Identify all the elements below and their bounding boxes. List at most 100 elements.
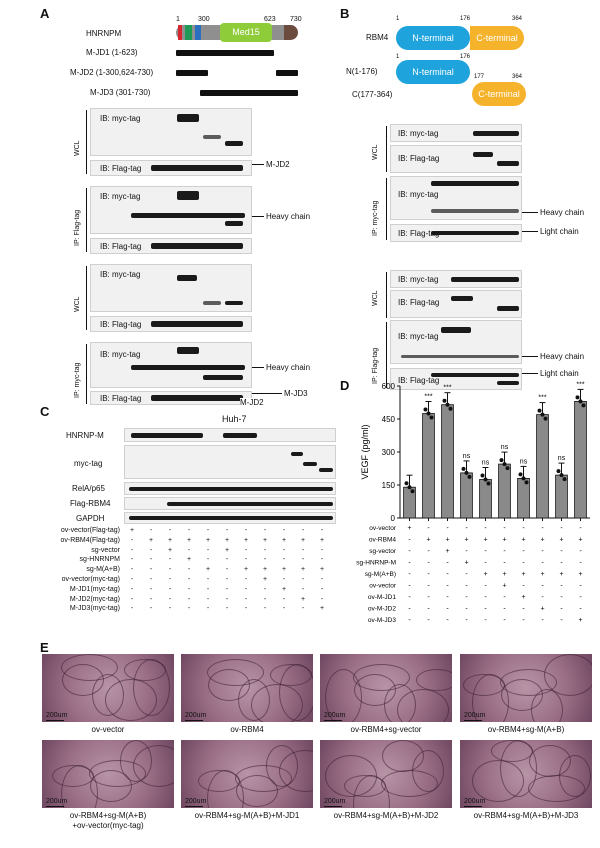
- significance-label: ***: [424, 394, 432, 401]
- med15-domain: Med15: [220, 23, 272, 42]
- vessel-network: [412, 750, 444, 792]
- c-grid-cell: -: [263, 556, 267, 564]
- c-grid-cell: -: [225, 576, 229, 583]
- data-point: [537, 408, 542, 413]
- d-grid-cell: -: [408, 617, 411, 624]
- bar: [422, 413, 435, 519]
- c-grid-cell: +: [319, 605, 325, 613]
- c-grid-cell: +: [243, 566, 249, 574]
- c-grid-cell: -: [149, 556, 153, 564]
- band: [431, 181, 519, 186]
- d-grid-cell: -: [465, 583, 468, 590]
- d-grid-cell: +: [540, 606, 544, 613]
- c-grid-cell: +: [167, 536, 173, 544]
- a-heavy-label-1: Heavy chain: [266, 212, 311, 221]
- band: [431, 373, 519, 377]
- vessel-network: [120, 740, 152, 782]
- a-flag-label-1: IB: Flag-tag: [100, 164, 142, 173]
- bar: [441, 404, 454, 519]
- b-ipflag-flag-blot: [390, 368, 522, 390]
- b-ipmyc-label: IP: myc-tag: [372, 200, 379, 236]
- d-grid-cell: +: [483, 537, 487, 544]
- d-grid-cell: -: [427, 548, 430, 555]
- a-myc-label-4: IB: myc-tag: [100, 350, 141, 359]
- scale-bar-label: 200um: [46, 712, 68, 721]
- a-ipmyc-myc-blot: [90, 342, 252, 388]
- c-grid-cell: -: [149, 595, 153, 603]
- vessel-network: [491, 740, 533, 762]
- band: [441, 327, 471, 333]
- c-grid-cell: -: [206, 585, 210, 593]
- c-myc-blot: [124, 445, 336, 479]
- bar: [498, 463, 511, 519]
- micrograph: 200um: [460, 654, 592, 722]
- c-grid-cell: -: [320, 595, 324, 603]
- b-heavy-label-2: Heavy chain: [540, 352, 585, 361]
- band: [291, 452, 303, 456]
- a-mjd2-label-1: M-JD2: [266, 160, 290, 169]
- c-condition-label: ov-vector(Flag-tag): [60, 527, 120, 534]
- b-pos-1b: 1: [396, 54, 400, 60]
- d-grid-cell: -: [465, 571, 468, 578]
- a-wcl2-bracket: [86, 266, 87, 330]
- band: [203, 301, 221, 305]
- c-cell-line: Huh-7: [222, 414, 247, 424]
- c-grid-cell: -: [301, 546, 305, 554]
- data-point: [505, 466, 510, 471]
- d-grid-cell: +: [521, 537, 525, 544]
- d-grid-cell: -: [522, 583, 525, 590]
- d-grid-cell: -: [446, 617, 449, 624]
- c-grid-cell: -: [225, 566, 229, 574]
- d-grid-cell: -: [560, 594, 563, 601]
- micrograph: 200um: [460, 740, 592, 808]
- c-grid-cell: -: [149, 605, 153, 613]
- a-mjd3-pointer: [252, 393, 282, 394]
- b-wcl-bracket: [386, 126, 387, 172]
- c-grid-cell: -: [187, 595, 191, 603]
- micrograph: 200um: [320, 740, 452, 808]
- c-flagrbm4-blot: [124, 497, 336, 510]
- construct-jd3-label: M-JD3 (301-730): [90, 88, 151, 97]
- d-condition-label: sg-vector: [369, 548, 397, 555]
- d-grid-cell: -: [503, 617, 506, 624]
- b-pos-1a: 1: [396, 16, 400, 22]
- d-condition-label: sg-M(A+B): [365, 571, 396, 578]
- d-grid-cell: -: [503, 548, 506, 555]
- c-grid-cell: -: [206, 576, 210, 583]
- c-grid-cell: -: [282, 576, 286, 583]
- c-grid-cell: -: [244, 546, 248, 554]
- d-grid-cell: -: [408, 583, 411, 590]
- c-grid-cell: -: [149, 546, 153, 554]
- c-grid-cell: -: [149, 527, 153, 534]
- b-pos-176b: 176: [460, 54, 471, 60]
- c-grid-cell: +: [319, 536, 325, 544]
- b-ipflag-myc-blot: [390, 320, 522, 364]
- d-grid-cell: -: [560, 525, 563, 532]
- c-grid-cell: +: [281, 585, 287, 593]
- band: [497, 381, 519, 385]
- band: [129, 516, 333, 520]
- c-grid-cell: -: [206, 595, 210, 603]
- d-grid-cell: -: [427, 583, 430, 590]
- a-heavy-pointer-2: [252, 367, 264, 368]
- c-grid-cell: +: [300, 595, 306, 603]
- d-grid-cell: -: [465, 606, 468, 613]
- c-grid-cell: -: [187, 576, 191, 583]
- y-tick-label: 450: [382, 415, 396, 424]
- c-rela-blot: [124, 482, 336, 495]
- band: [129, 487, 333, 491]
- b-nterm-2: N-terminal: [396, 60, 470, 84]
- c-grid-cell: +: [262, 576, 268, 583]
- c-grid-cell: -: [244, 585, 248, 593]
- c-grid-cell: -: [168, 576, 172, 583]
- c-grid-cell: -: [301, 585, 305, 593]
- d-grid-cell: +: [502, 537, 506, 544]
- b-myc-label-4: IB: myc-tag: [398, 332, 439, 341]
- d-grid-cell: -: [484, 560, 487, 567]
- data-point: [445, 402, 450, 407]
- d-grid-cell: +: [464, 560, 468, 567]
- significance-label: ns: [520, 458, 528, 465]
- d-grid-cell: -: [446, 594, 449, 601]
- significance-label: ***: [443, 385, 451, 392]
- hnrnpm-label: HNRNPM: [86, 29, 122, 38]
